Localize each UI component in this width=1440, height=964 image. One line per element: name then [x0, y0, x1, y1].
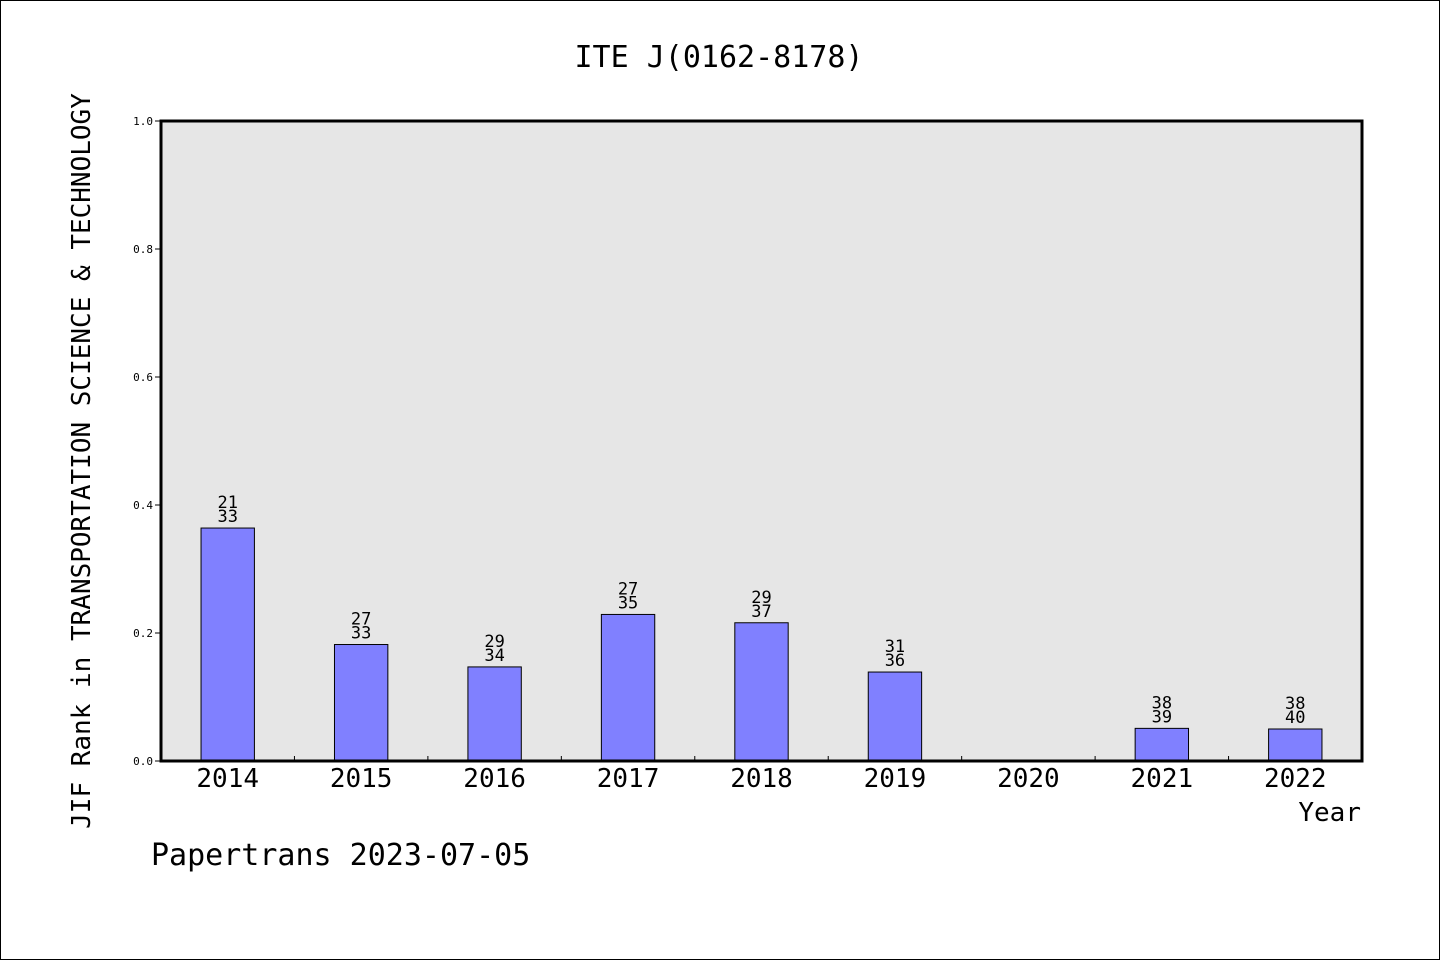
y-tick-label: 0.6 [133, 371, 153, 384]
y-tick-label: 0.2 [133, 627, 153, 640]
bar-total-label: 34 [484, 646, 504, 666]
bar [600, 613, 656, 762]
bar-rank-label: 21 [217, 493, 237, 513]
bars-group [200, 527, 1323, 762]
y-tick-label: 0.8 [133, 243, 153, 256]
bar [734, 622, 789, 762]
chart-title: ITE J(0162-8178) [575, 40, 864, 75]
bar-rank-label: 38 [1285, 694, 1305, 714]
bar-rank-label: 27 [351, 610, 371, 630]
bar-total-label: 33 [351, 624, 371, 644]
x-axis-label: Year [1298, 798, 1361, 828]
x-axis: 2014 2015 2016 2017 2018 2019 2020 2021 2022 [196, 756, 1327, 794]
bar [867, 671, 923, 762]
y-tick-label: 1.0 [133, 115, 153, 128]
x-tick-label: 2021 [1131, 764, 1194, 794]
bar-rank-label: 27 [618, 579, 638, 599]
bar-total-label: 33 [217, 507, 237, 527]
bar [1268, 728, 1323, 762]
y-axis-label: JIF Rank in TRANSPORTATION SCIENCE & TEC… [67, 93, 97, 829]
x-tick-label: 2014 [196, 764, 259, 794]
x-tick-label: 2018 [730, 764, 793, 794]
x-tick-label: 2017 [597, 764, 660, 794]
bar [467, 666, 522, 762]
bar-rank-label: 29 [484, 632, 504, 652]
bar-rank-label: 29 [751, 588, 771, 608]
plot-border [159, 119, 1364, 763]
x-tick-label: 2022 [1264, 764, 1327, 794]
bar-total-label: 37 [751, 602, 771, 622]
y-tick-label: 0.0 [133, 755, 153, 768]
y-axis: 0.0 0.2 0.4 0.6 0.8 1.0 [133, 115, 161, 768]
bar [200, 527, 255, 762]
x-tick-label: 2019 [864, 764, 927, 794]
x-tick-label: 2016 [463, 764, 526, 794]
y-tick-label: 0.4 [133, 499, 153, 512]
bar-rank-label: 31 [885, 637, 905, 657]
x-tick-label: 2020 [997, 764, 1060, 794]
bar-total-label: 40 [1285, 708, 1305, 728]
bar [1134, 727, 1190, 762]
bar-total-label: 35 [618, 593, 638, 613]
x-tick-label: 2015 [330, 764, 393, 794]
footer-text: Papertrans 2023-07-05 [151, 838, 530, 873]
bar-total-label: 36 [885, 651, 905, 671]
bar [333, 644, 389, 762]
bar-total-label: 39 [1152, 707, 1172, 727]
bar-rank-label: 38 [1152, 693, 1172, 713]
